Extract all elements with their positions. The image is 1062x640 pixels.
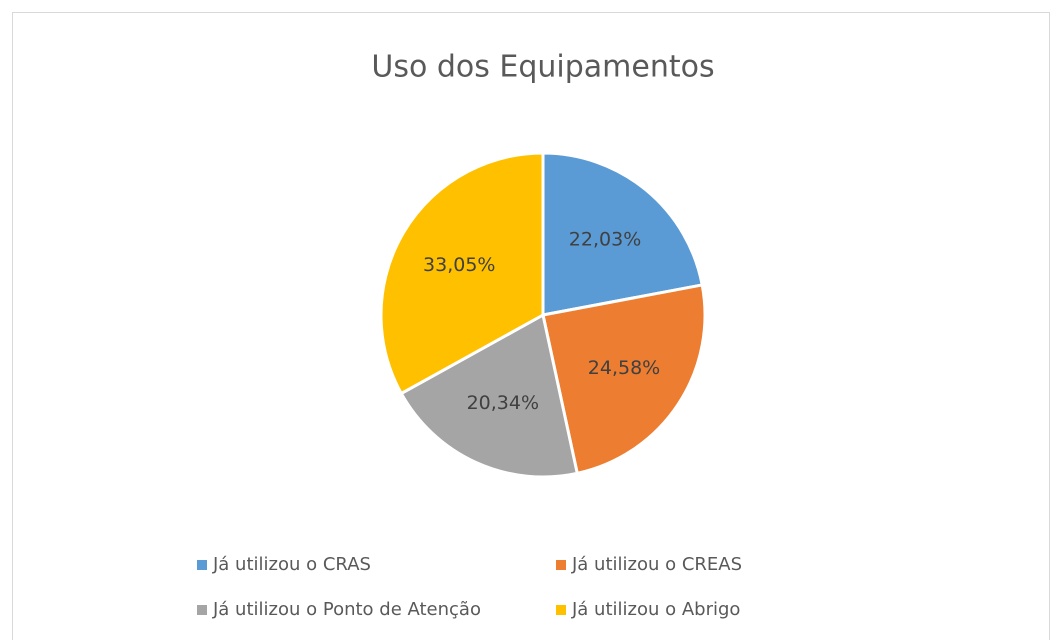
chart-title: Uso dos Equipamentos <box>371 50 714 85</box>
legend-key <box>556 560 566 570</box>
pie-slice <box>399 312 580 479</box>
legend-label: Já utilizou o Ponto de Atenção <box>212 599 481 620</box>
legend-label: Já utilizou o Abrigo <box>571 599 740 620</box>
legend-key <box>197 605 207 615</box>
data-label: 24,58% <box>588 357 660 379</box>
data-label: 20,34% <box>467 392 539 414</box>
pie-slice <box>379 151 545 396</box>
pie-slice <box>541 283 707 476</box>
legend-label: Já utilizou o CRAS <box>212 554 371 575</box>
pie-slice <box>541 151 704 317</box>
data-label: 33,05% <box>423 254 495 276</box>
legend-label: Já utilizou o CREAS <box>571 554 742 575</box>
legend-key <box>197 560 207 570</box>
data-label: 22,03% <box>569 229 641 251</box>
legend-key <box>556 605 566 615</box>
